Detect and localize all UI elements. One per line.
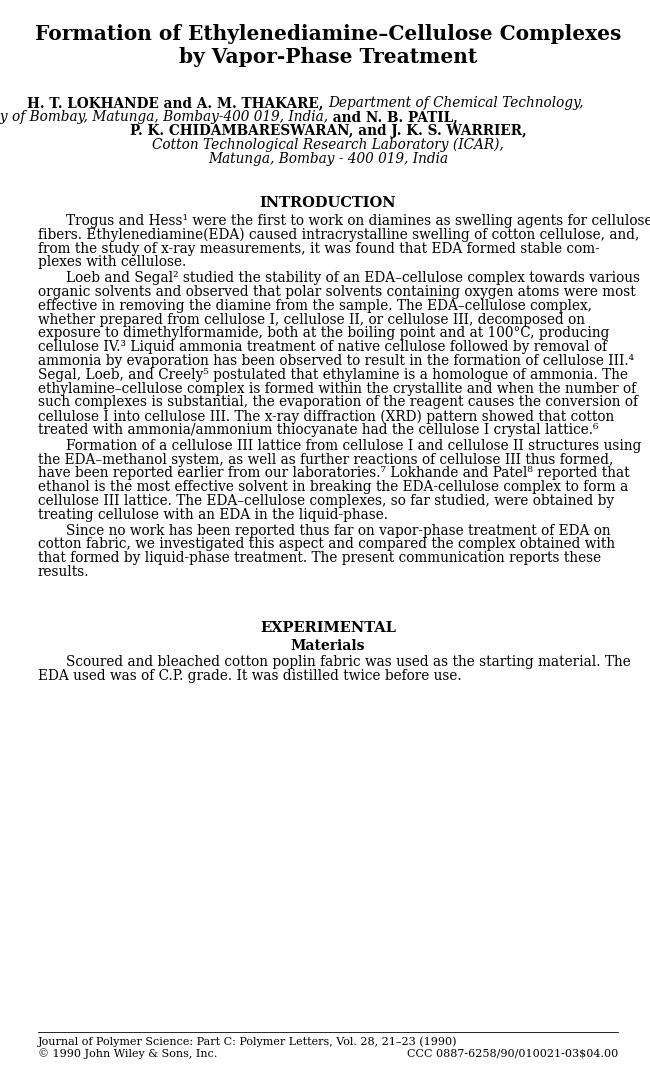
Text: organic solvents and observed that polar solvents containing oxygen atoms were m: organic solvents and observed that polar…: [38, 285, 636, 298]
Text: H. T. LOKHANDE and A. M. THAKARE,: H. T. LOKHANDE and A. M. THAKARE,: [27, 96, 328, 110]
Text: by Vapor-Phase Treatment: by Vapor-Phase Treatment: [179, 47, 477, 67]
Text: Trogus and Hess¹ were the first to work on diamines as swelling agents for cellu: Trogus and Hess¹ were the first to work …: [66, 214, 650, 228]
Text: exposure to dimethylformamide, both at the boiling point and at 100°C, producing: exposure to dimethylformamide, both at t…: [38, 326, 610, 340]
Text: Cotton Technological Research Laboratory (ICAR),: Cotton Technological Research Laboratory…: [152, 138, 504, 152]
Text: whether prepared from cellulose I, cellulose II, or cellulose III, decomposed on: whether prepared from cellulose I, cellu…: [38, 312, 585, 326]
Text: Scoured and bleached cotton poplin fabric was used as the starting material. The: Scoured and bleached cotton poplin fabri…: [66, 655, 630, 668]
Text: ethanol is the most effective solvent in breaking the EDA-cellulose complex to f: ethanol is the most effective solvent in…: [38, 480, 629, 495]
Text: Loeb and Segal² studied the stability of an EDA–cellulose complex towards variou: Loeb and Segal² studied the stability of…: [66, 271, 640, 286]
Text: effective in removing the diamine from the sample. The EDA–cellulose complex,: effective in removing the diamine from t…: [38, 298, 592, 312]
Text: plexes with cellulose.: plexes with cellulose.: [38, 256, 187, 270]
Text: INTRODUCTION: INTRODUCTION: [260, 196, 396, 210]
Text: Since no work has been reported thus far on vapor-phase treatment of EDA on: Since no work has been reported thus far…: [66, 523, 610, 537]
Text: ethylamine–cellulose complex is formed within the crystallite and when the numbe: ethylamine–cellulose complex is formed w…: [38, 382, 636, 395]
Text: Formation of a cellulose III lattice from cellulose I and cellulose II structure: Formation of a cellulose III lattice fro…: [66, 439, 642, 453]
Text: Segal, Loeb, and Creely⁵ postulated that ethylamine is a homologue of ammonia. T: Segal, Loeb, and Creely⁵ postulated that…: [38, 368, 628, 382]
Text: EDA used was of C.P. grade. It was distilled twice before use.: EDA used was of C.P. grade. It was disti…: [38, 668, 461, 682]
Text: © 1990 John Wiley & Sons, Inc.: © 1990 John Wiley & Sons, Inc.: [38, 1048, 217, 1059]
Text: Matunga, Bombay - 400 019, India: Matunga, Bombay - 400 019, India: [208, 152, 448, 166]
Text: EXPERIMENTAL: EXPERIMENTAL: [260, 620, 396, 634]
Text: Department of Chemical Technology,: Department of Chemical Technology,: [328, 96, 584, 110]
Text: cotton fabric, we investigated this aspect and compared the complex obtained wit: cotton fabric, we investigated this aspe…: [38, 537, 615, 551]
Text: treating cellulose with an EDA in the liquid-phase.: treating cellulose with an EDA in the li…: [38, 507, 388, 521]
Text: and N. B. PATIL,: and N. B. PATIL,: [328, 110, 458, 124]
Text: Materials: Materials: [291, 639, 365, 652]
Text: CCC 0887-6258/90/010021-03$04.00: CCC 0887-6258/90/010021-03$04.00: [407, 1048, 618, 1057]
Text: from the study of x-ray measurements, it was found that EDA formed stable com-: from the study of x-ray measurements, it…: [38, 242, 600, 256]
Text: Formation of Ethylenediamine–Cellulose Complexes: Formation of Ethylenediamine–Cellulose C…: [35, 25, 621, 44]
Text: that formed by liquid-phase treatment. The present communication reports these: that formed by liquid-phase treatment. T…: [38, 551, 601, 565]
Text: results.: results.: [38, 565, 90, 579]
Text: cellulose III lattice. The EDA–cellulose complexes, so far studied, were obtaine: cellulose III lattice. The EDA–cellulose…: [38, 494, 614, 508]
Text: ammonia by evaporation has been observed to result in the formation of cellulose: ammonia by evaporation has been observed…: [38, 354, 634, 368]
Text: cellulose IV.³ Liquid ammonia treatment of native cellulose followed by removal : cellulose IV.³ Liquid ammonia treatment …: [38, 340, 607, 354]
Text: University of Bombay, Matunga, Bombay-400 019, India,: University of Bombay, Matunga, Bombay-40…: [0, 110, 328, 124]
Text: cellulose I into cellulose III. The x-ray diffraction (XRD) pattern showed that : cellulose I into cellulose III. The x-ra…: [38, 409, 614, 423]
Text: such complexes is substantial, the evaporation of the reagent causes the convers: such complexes is substantial, the evapo…: [38, 395, 638, 409]
Text: fibers. Ethylenediamine(EDA) caused intracrystalline swelling of cotton cellulos: fibers. Ethylenediamine(EDA) caused intr…: [38, 228, 640, 242]
Text: P. K. CHIDAMBARESWARAN, and J. K. S. WARRIER,: P. K. CHIDAMBARESWARAN, and J. K. S. WAR…: [129, 124, 526, 138]
Text: treated with ammonia/ammonium thiocyanate had the cellulose I crystal lattice.⁶: treated with ammonia/ammonium thiocyanat…: [38, 423, 599, 437]
Text: Journal of Polymer Science: Part C: Polymer Letters, Vol. 28, 21–23 (1990): Journal of Polymer Science: Part C: Poly…: [38, 1036, 458, 1047]
Text: have been reported earlier from our laboratories.⁷ Lokhande and Patel⁸ reported : have been reported earlier from our labo…: [38, 467, 630, 481]
Text: the EDA–methanol system, as well as further reactions of cellulose III thus form: the EDA–methanol system, as well as furt…: [38, 453, 614, 467]
